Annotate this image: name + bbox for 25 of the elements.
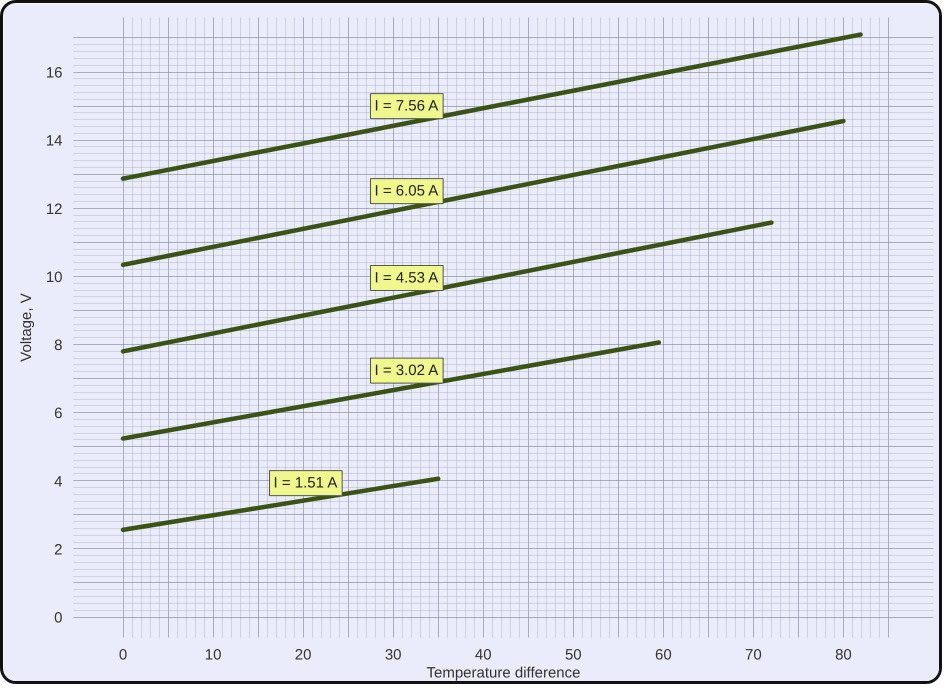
y-tick-label: 8 <box>54 337 62 354</box>
y-tick-label: 4 <box>54 473 62 490</box>
x-tick-label: 40 <box>474 646 492 664</box>
series-label: I = 6.05 A <box>374 182 438 200</box>
x-tick-label: 0 <box>118 646 128 664</box>
series-label: I = 4.53 A <box>374 269 438 286</box>
y-tick-label: 16 <box>46 64 63 82</box>
series-label: I = 1.51 A <box>274 474 338 492</box>
x-tick-label: 20 <box>294 646 312 664</box>
y-tick-label: 14 <box>46 132 63 150</box>
x-tick-label: 30 <box>384 646 402 664</box>
x-tick-label: 70 <box>745 646 762 664</box>
series-label: I = 3.02 A <box>374 362 438 380</box>
y-tick-label: 0 <box>54 610 62 627</box>
y-tick-label: 12 <box>46 200 63 218</box>
y-axis-title: Voltage, V <box>18 293 35 362</box>
x-tick-label: 80 <box>835 646 852 664</box>
y-tick-label: 6 <box>54 405 62 422</box>
y-tick-label: 2 <box>54 541 62 558</box>
x-axis-title: Temperature difference <box>426 664 580 682</box>
x-tick-label: 10 <box>204 646 222 664</box>
series-label: I = 7.56 A <box>374 98 438 115</box>
x-tick-label: 50 <box>564 646 582 664</box>
y-tick-label: 10 <box>46 268 63 286</box>
x-tick-label: 60 <box>655 646 672 664</box>
